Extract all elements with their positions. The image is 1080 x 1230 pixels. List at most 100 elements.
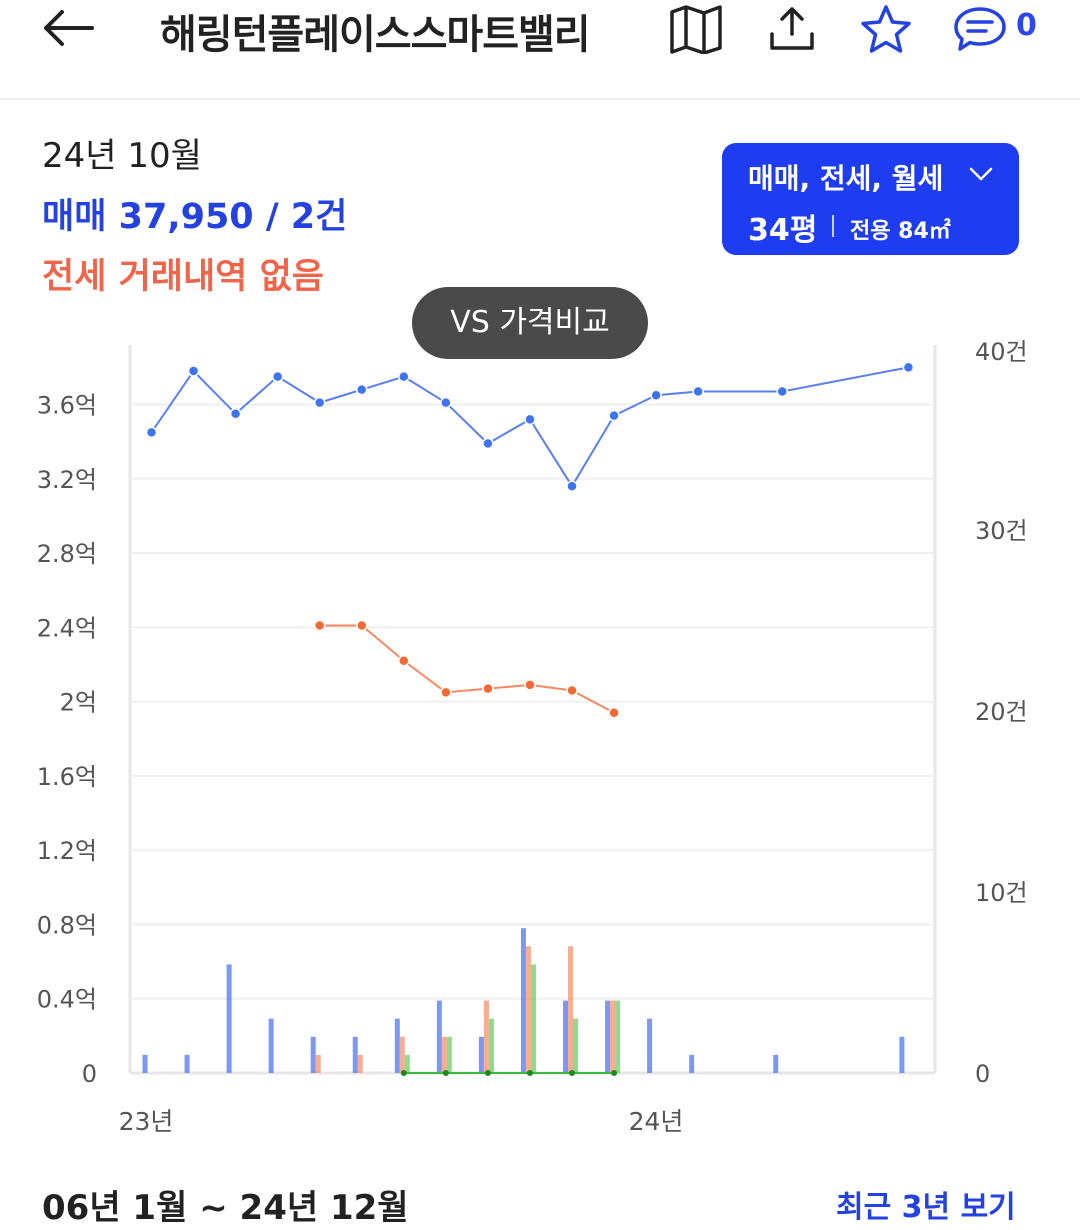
map-icon[interactable] [668, 4, 724, 54]
selected-period: 24년 10월 [42, 136, 202, 176]
price-point [229, 408, 242, 420]
price-chart[interactable]: 3.6억 3.2억 2.8억 2.4억 2억 1.6억 1.2억 0.8억 0.4억 0 40건 30… [0, 330, 1080, 1150]
star-icon[interactable] [858, 4, 914, 54]
price-point [566, 480, 578, 492]
volume-bar [647, 1018, 653, 1073]
price-point [482, 682, 494, 695]
y-left-tick-label: 3.6억 [37, 391, 97, 419]
price-point [398, 370, 410, 383]
volume-bar [563, 1000, 568, 1073]
volume-bar [310, 1036, 316, 1073]
volume-bar [268, 1018, 274, 1073]
volume-bar [899, 1036, 905, 1073]
price-point [608, 706, 620, 719]
comment-icon[interactable] [952, 4, 1008, 54]
volume-bar [573, 1018, 578, 1073]
y-right-tick-label: 40건 [975, 338, 1028, 366]
price-point [271, 370, 284, 383]
y-right-tick-label: 10건 [975, 879, 1028, 907]
price-point [484, 1070, 491, 1076]
volume-bar [610, 1000, 616, 1073]
price-point [566, 684, 578, 697]
price-point [313, 396, 326, 409]
volume-bar [142, 1054, 148, 1073]
y-left-tick-label: 1.6억 [37, 763, 97, 791]
price-point [524, 413, 536, 426]
price-point [356, 619, 368, 632]
volume-bar [394, 1018, 400, 1073]
divider [832, 215, 834, 237]
price-point [145, 426, 158, 439]
price-point [526, 1070, 533, 1076]
y-left-tick-label: 2.4억 [37, 614, 97, 642]
volume-bar [446, 1036, 452, 1073]
top-bar: 해링턴플레이스스마트밸리 0 [0, 0, 1080, 100]
y-right-tick-label: 30건 [975, 517, 1028, 545]
volume-bar [773, 1054, 779, 1073]
price-point [442, 1070, 449, 1076]
price-point [524, 679, 536, 691]
volume-bar [568, 946, 573, 1073]
price-point [187, 365, 200, 377]
volume-bar [436, 1000, 442, 1073]
price-point [482, 437, 494, 450]
volume-bar [488, 1018, 494, 1073]
jeonse-summary: 전세 거래내역 없음 [42, 257, 324, 297]
volume-bar [525, 946, 531, 1073]
sale-summary: 매매 37,950 / 2건 [42, 197, 348, 237]
back-arrow-icon[interactable] [40, 8, 100, 48]
volume-bar [399, 1036, 405, 1073]
price-point [400, 1070, 407, 1076]
exclusive-area-label: 전용 84㎡ [850, 219, 951, 244]
volume-bar [689, 1054, 695, 1073]
volume-bar [478, 1036, 484, 1073]
volume-bar [404, 1054, 410, 1073]
price-point [692, 385, 704, 398]
price-point [440, 686, 452, 699]
price-point [608, 409, 620, 422]
y-left-tick-label: 0.8억 [37, 911, 97, 939]
price-point [356, 383, 368, 396]
chevron-down-icon [969, 167, 993, 181]
volume-bar [530, 964, 536, 1073]
price-point [611, 1070, 618, 1076]
y-left-tick-label: 0 [82, 1060, 97, 1088]
volume-bar [226, 964, 232, 1073]
volume-bar [184, 1054, 190, 1073]
y-left-tick-label: 3.2억 [37, 466, 97, 494]
volume-bar [615, 1000, 621, 1073]
price-point [650, 389, 662, 401]
volume-bar [441, 1036, 447, 1073]
x-tick-label: 24년 [629, 1107, 684, 1136]
y-left-tick-label: 2.8억 [37, 540, 97, 568]
volume-bar [352, 1036, 358, 1073]
price-point [398, 654, 410, 667]
date-range: 06년 1월 ~ 24년 12월 [42, 1188, 409, 1228]
y-right-tick-label: 0 [975, 1060, 990, 1088]
y-left-tick-label: 0.4억 [37, 986, 97, 1014]
complex-title: 해링턴플레이스스마트밸리 [160, 12, 591, 58]
volume-bar [315, 1054, 321, 1073]
price-line [150, 366, 909, 489]
recent-3-years-link[interactable]: 최근 3년 보기 [836, 1190, 1016, 1225]
price-point [902, 361, 915, 374]
y-left-tick-label: 1.2억 [37, 837, 97, 865]
price-point [440, 396, 452, 409]
volume-bar [357, 1054, 363, 1073]
price-point [776, 385, 788, 398]
deal-type-filter-button[interactable]: 매매, 전세, 월세 34평 전용 84㎡ [722, 143, 1019, 255]
x-tick-label: 23년 [119, 1107, 174, 1136]
y-left-tick-label: 2억 [60, 689, 97, 717]
share-icon[interactable] [764, 4, 820, 54]
price-line [319, 624, 615, 714]
price-point [313, 619, 326, 632]
price-point [569, 1070, 575, 1076]
vs-compare-button[interactable]: VS 가격비교 [412, 287, 648, 359]
y-right-tick-label: 20건 [975, 698, 1028, 726]
deal-type-label: 매매, 전세, 월세 [748, 162, 944, 195]
volume-bar [483, 1000, 489, 1073]
volume-bar [605, 1000, 611, 1073]
pyeong-label: 34평 [748, 213, 818, 248]
volume-bar [520, 928, 526, 1073]
comment-count[interactable]: 0 [1016, 8, 1037, 43]
